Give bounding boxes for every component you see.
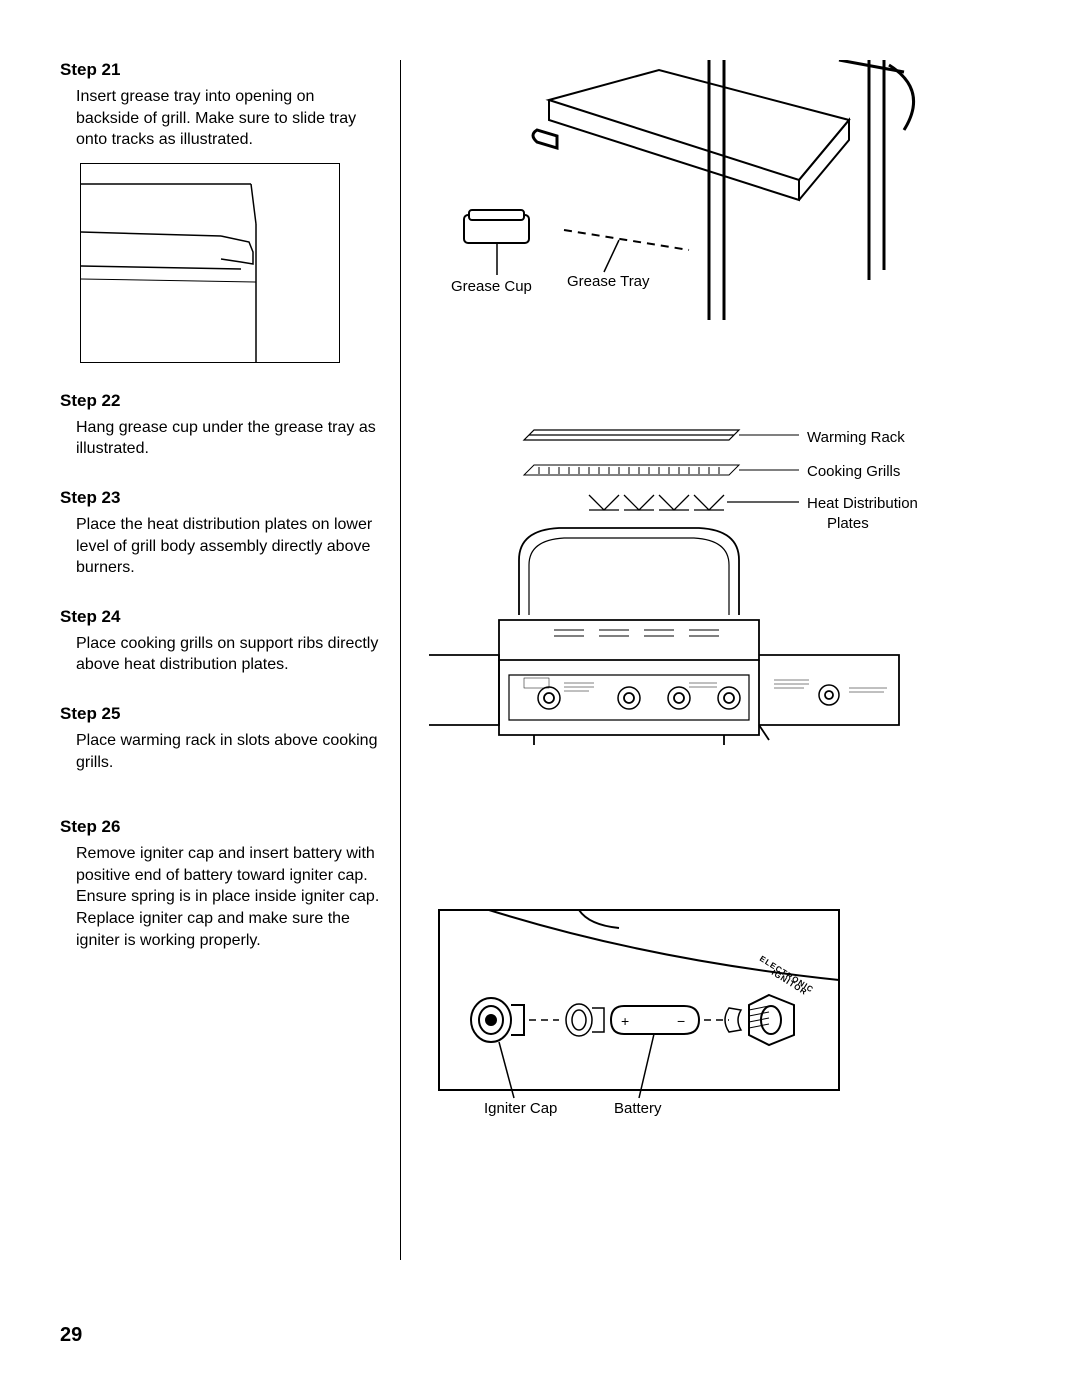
page-number: 29 bbox=[60, 1324, 82, 1347]
step-title: Step 26 bbox=[60, 817, 380, 837]
step-26: Step 26 Remove igniter cap and insert ba… bbox=[60, 817, 380, 951]
figure-racks: Warming Rack Cooking Grills Heat Distrib… bbox=[429, 420, 1030, 840]
step-title: Step 21 bbox=[60, 60, 380, 80]
step-title: Step 24 bbox=[60, 607, 380, 627]
racks-diagram bbox=[429, 420, 1009, 840]
step-22: Step 22 Hang grease cup under the grease… bbox=[60, 391, 380, 460]
step-title: Step 22 bbox=[60, 391, 380, 411]
instruction-column: Step 21 Insert grease tray into opening … bbox=[60, 60, 400, 1260]
step-24: Step 24 Place cooking grills on support … bbox=[60, 607, 380, 676]
step-21: Step 21 Insert grease tray into opening … bbox=[60, 60, 380, 363]
step-body: Hang grease cup under the grease tray as… bbox=[60, 417, 380, 460]
step-body: Remove igniter cap and insert battery wi… bbox=[60, 843, 380, 951]
label-battery: Battery bbox=[614, 1100, 662, 1117]
figure-grease: Grease Cup Grease Tray bbox=[429, 60, 1030, 360]
step-body: Place warming rack in slots above cookin… bbox=[60, 730, 380, 773]
label-grease-tray: Grease Tray bbox=[567, 273, 650, 290]
label-heat-plates-1: Heat Distribution bbox=[807, 494, 918, 514]
svg-text:+: + bbox=[621, 1013, 629, 1029]
step21-illustration bbox=[80, 163, 340, 363]
step-23: Step 23 Place the heat distribution plat… bbox=[60, 488, 380, 579]
label-cooking-grills: Cooking Grills bbox=[807, 462, 900, 482]
label-warming-rack: Warming Rack bbox=[807, 428, 905, 448]
label-grease-cup: Grease Cup bbox=[451, 278, 532, 295]
figure-igniter: + − bbox=[429, 900, 1030, 1140]
step-title: Step 23 bbox=[60, 488, 380, 508]
svg-text:−: − bbox=[677, 1013, 685, 1029]
figure-column: Grease Cup Grease Tray bbox=[400, 60, 1030, 1260]
step-body: Place the heat distribution plates on lo… bbox=[60, 514, 380, 579]
label-heat-plates-2: Plates bbox=[827, 514, 869, 534]
step-25: Step 25 Place warming rack in slots abov… bbox=[60, 704, 380, 773]
step-body: Place cooking grills on support ribs dir… bbox=[60, 633, 380, 676]
step-body: Insert grease tray into opening on backs… bbox=[60, 86, 380, 151]
label-igniter-cap: Igniter Cap bbox=[484, 1100, 557, 1117]
grease-diagram bbox=[429, 60, 989, 360]
step-title: Step 25 bbox=[60, 704, 380, 724]
